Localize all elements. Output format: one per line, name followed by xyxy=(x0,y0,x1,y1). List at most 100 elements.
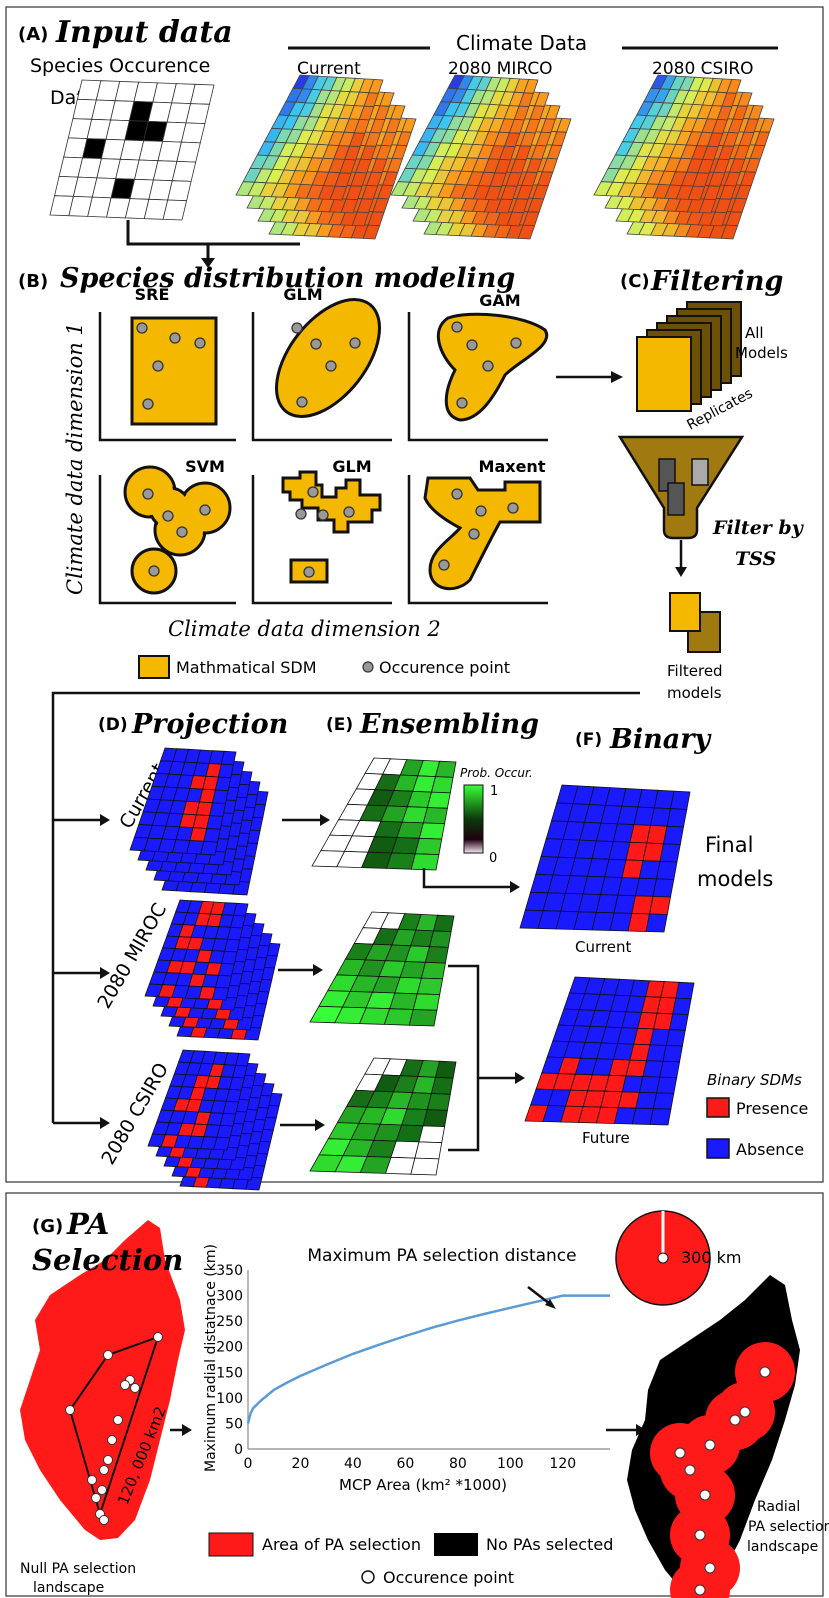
binary-map-future-cell xyxy=(652,1092,675,1110)
binary-map-future-cell xyxy=(656,1076,678,1094)
chart-series-line xyxy=(246,1294,610,1424)
maxent-shape xyxy=(423,476,542,591)
occurrence-point xyxy=(153,1332,163,1342)
occurrence-point xyxy=(103,1350,113,1360)
legend-area-label: Area of PA selection xyxy=(262,1535,421,1554)
filter-label-1: Filter by xyxy=(712,517,805,539)
projection-layer-1-cell xyxy=(227,926,243,941)
ensemble-map-0 xyxy=(311,757,457,871)
chart-y-tick-label: 150 xyxy=(216,1365,243,1381)
glm-blocky-shape xyxy=(281,470,382,534)
arrow-e-f-future-head xyxy=(515,1072,525,1084)
binary-map-future-cell xyxy=(675,981,695,1000)
occurrence-grid-map-cell xyxy=(167,180,192,202)
final-label-2: models xyxy=(697,867,773,891)
funnel-model-3 xyxy=(691,458,709,486)
occurrence-point xyxy=(456,397,468,409)
binary-map-future-cell xyxy=(631,1107,654,1125)
occurrence-point xyxy=(136,322,148,334)
legend-point-icon xyxy=(362,661,374,673)
projection-layer-1-cell xyxy=(243,1026,262,1041)
projection-layer-1-cell xyxy=(214,974,232,989)
projection-stacks xyxy=(129,747,283,1191)
occurrence-point xyxy=(107,1435,117,1445)
projection-layer-2-cell xyxy=(213,1136,231,1151)
legend-area-swatch xyxy=(208,1532,254,1557)
arrow-d-e-miroc-head xyxy=(313,964,323,976)
model-label-svm: SVM xyxy=(185,457,225,476)
y-axis-label: Climate data dimension 1 xyxy=(63,322,87,595)
occurrence-grid-map-cell xyxy=(180,122,206,144)
occurrence-point xyxy=(343,506,355,518)
occurrence-point xyxy=(65,1405,75,1415)
occurrence-point xyxy=(704,1439,716,1451)
filtered-label-2: models xyxy=(667,684,722,702)
occurrence-point xyxy=(475,505,487,517)
occurrence-point xyxy=(349,337,361,349)
null-label-1: Null PA selection xyxy=(20,1561,136,1577)
occurrence-point xyxy=(162,510,174,522)
projection-layer-0-cell xyxy=(206,815,224,830)
panel-g-letter: (G) xyxy=(32,1216,63,1237)
occurrence-point xyxy=(169,332,181,344)
occurrence-point xyxy=(303,566,315,578)
ensemble-map-1-cell xyxy=(420,961,446,980)
climate-layer-1-cell xyxy=(484,185,503,201)
climate-layer-2-cell xyxy=(709,211,728,227)
panel-a-title: Input data xyxy=(55,15,233,50)
filtered-model-front xyxy=(669,592,701,632)
ensemble-map-1-cell xyxy=(428,930,452,948)
colorbar-max: 1 xyxy=(490,784,498,799)
all-models-label-2: Models xyxy=(735,344,788,362)
projection-layer-1-cell xyxy=(235,1016,254,1031)
climate-layer-1-cell xyxy=(506,211,525,227)
binary-map-current-cell xyxy=(666,808,688,828)
projection-layer-1-cell xyxy=(224,938,241,953)
occurrence-point xyxy=(317,509,329,521)
occurrence-point xyxy=(694,1584,706,1596)
ensemble-map-0-cell xyxy=(385,852,416,870)
chart-y-tick-label: 100 xyxy=(216,1391,243,1407)
panel-a-letter: (A) xyxy=(18,24,48,45)
connector-c-d xyxy=(51,691,640,1123)
binary-map-current-cell xyxy=(652,878,675,898)
occurrence-point xyxy=(704,1562,716,1574)
panel-d-letter: (D) xyxy=(98,715,128,735)
occurrence-point xyxy=(148,565,160,577)
panel-g-title-1: PA xyxy=(66,1207,109,1241)
ensemble-map-1-cell xyxy=(389,992,418,1010)
projection-layer-2-cell xyxy=(237,1166,255,1181)
panel-b: (B) Species distribution modeling SRE GL… xyxy=(18,263,623,679)
ensemble-map-0-cell xyxy=(434,760,457,778)
occurrence-point xyxy=(291,322,303,334)
occurrence-point xyxy=(759,1366,771,1378)
x-axis-label: Climate data dimension 2 xyxy=(168,617,441,641)
radius-label: 300 km xyxy=(681,1248,741,1267)
legend-none-label: No PAs selected xyxy=(486,1535,613,1554)
projection-layer-2-cell xyxy=(245,1176,263,1191)
occurrence-point xyxy=(176,526,188,538)
climate-data-title: Climate Data xyxy=(456,31,587,55)
replicate-stack xyxy=(636,301,742,412)
all-models-label-1: All xyxy=(745,324,764,342)
arrow-to-miroc-head xyxy=(100,967,110,979)
ensemble-map-1-cell xyxy=(416,977,444,996)
glm-ellipse xyxy=(275,298,381,418)
ensemble-map-0-cell xyxy=(414,837,443,856)
chart-x-tick-label: 20 xyxy=(292,1456,310,1472)
projection-layer-2-cell xyxy=(221,1146,239,1161)
occurrence-point xyxy=(482,360,494,372)
connector-a-b xyxy=(126,220,300,246)
ensemble-map-1-cell xyxy=(383,1008,414,1026)
projection-layer-0-cell xyxy=(220,750,237,766)
null-label-2: landscape xyxy=(33,1580,104,1596)
occurrence-point xyxy=(739,1406,751,1418)
projection-layer-0 xyxy=(129,747,237,856)
binary-map-current-cell xyxy=(659,843,681,863)
ensemble-map-1-cell xyxy=(432,914,455,933)
panel-c: (C) Filtering All Models Replicates Filt… xyxy=(617,266,805,702)
occurrence-point xyxy=(507,502,519,514)
panel-g-title-2: Selection xyxy=(32,1243,183,1277)
binary-future-label: Future xyxy=(582,1129,630,1147)
occurrence-point xyxy=(295,508,307,520)
